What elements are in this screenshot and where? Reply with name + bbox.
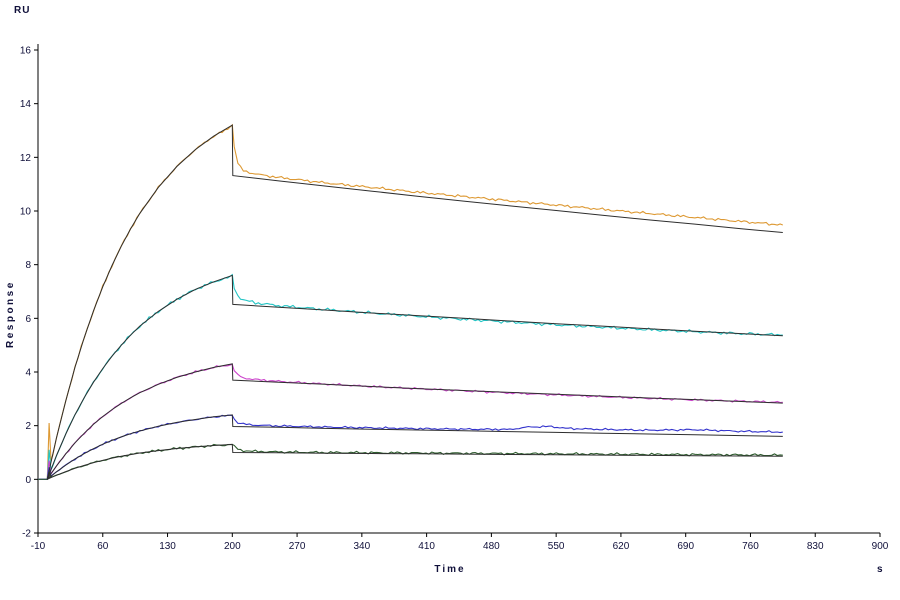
x-tick-label: 60 (97, 541, 109, 552)
x-tick-label: 620 (613, 541, 630, 552)
fit-3-magenta (46, 363, 783, 480)
sensorgram-curve-3-magenta (38, 363, 783, 480)
x-tick-label: 830 (807, 541, 824, 552)
fit-5-green (47, 443, 783, 480)
x-tick-label: -10 (31, 541, 46, 552)
y-axis-unit-label: RU (14, 5, 31, 16)
x-tick-label: 270 (289, 541, 306, 552)
sensorgram-curve-2-cyan (38, 273, 783, 480)
x-tick-label: 410 (418, 541, 435, 552)
x-axis-unit-label: s (877, 564, 883, 575)
x-tick-label: 130 (159, 541, 176, 552)
x-tick-label: 340 (354, 541, 371, 552)
x-tick-label: 480 (483, 541, 500, 552)
y-tick-label: 4 (25, 368, 31, 379)
sensorgram-curve-1-orange (38, 123, 783, 480)
y-tick-label: -2 (22, 529, 31, 540)
sensorgram-curve-5-green (38, 443, 783, 480)
x-tick-label: 900 (872, 541, 889, 552)
fit-2-cyan (46, 274, 783, 480)
y-tick-label: 2 (25, 421, 31, 432)
x-tick-label: 200 (224, 541, 241, 552)
sensorgram-curve-4-blue (38, 414, 783, 480)
x-tick-label: 550 (548, 541, 565, 552)
x-tick-label: 690 (677, 541, 694, 552)
y-tick-label: 8 (25, 260, 31, 271)
y-tick-label: 10 (20, 207, 32, 218)
y-tick-label: 12 (20, 153, 32, 164)
fit-1-orange (46, 124, 783, 480)
x-tick-label: 760 (742, 541, 759, 552)
x-axis-title: Time (434, 564, 466, 575)
y-tick-label: 14 (20, 99, 32, 110)
y-tick-label: 0 (25, 475, 31, 486)
y-tick-label: 16 (20, 46, 32, 57)
fit-4-blue (46, 414, 783, 480)
y-tick-label: 6 (25, 314, 31, 325)
